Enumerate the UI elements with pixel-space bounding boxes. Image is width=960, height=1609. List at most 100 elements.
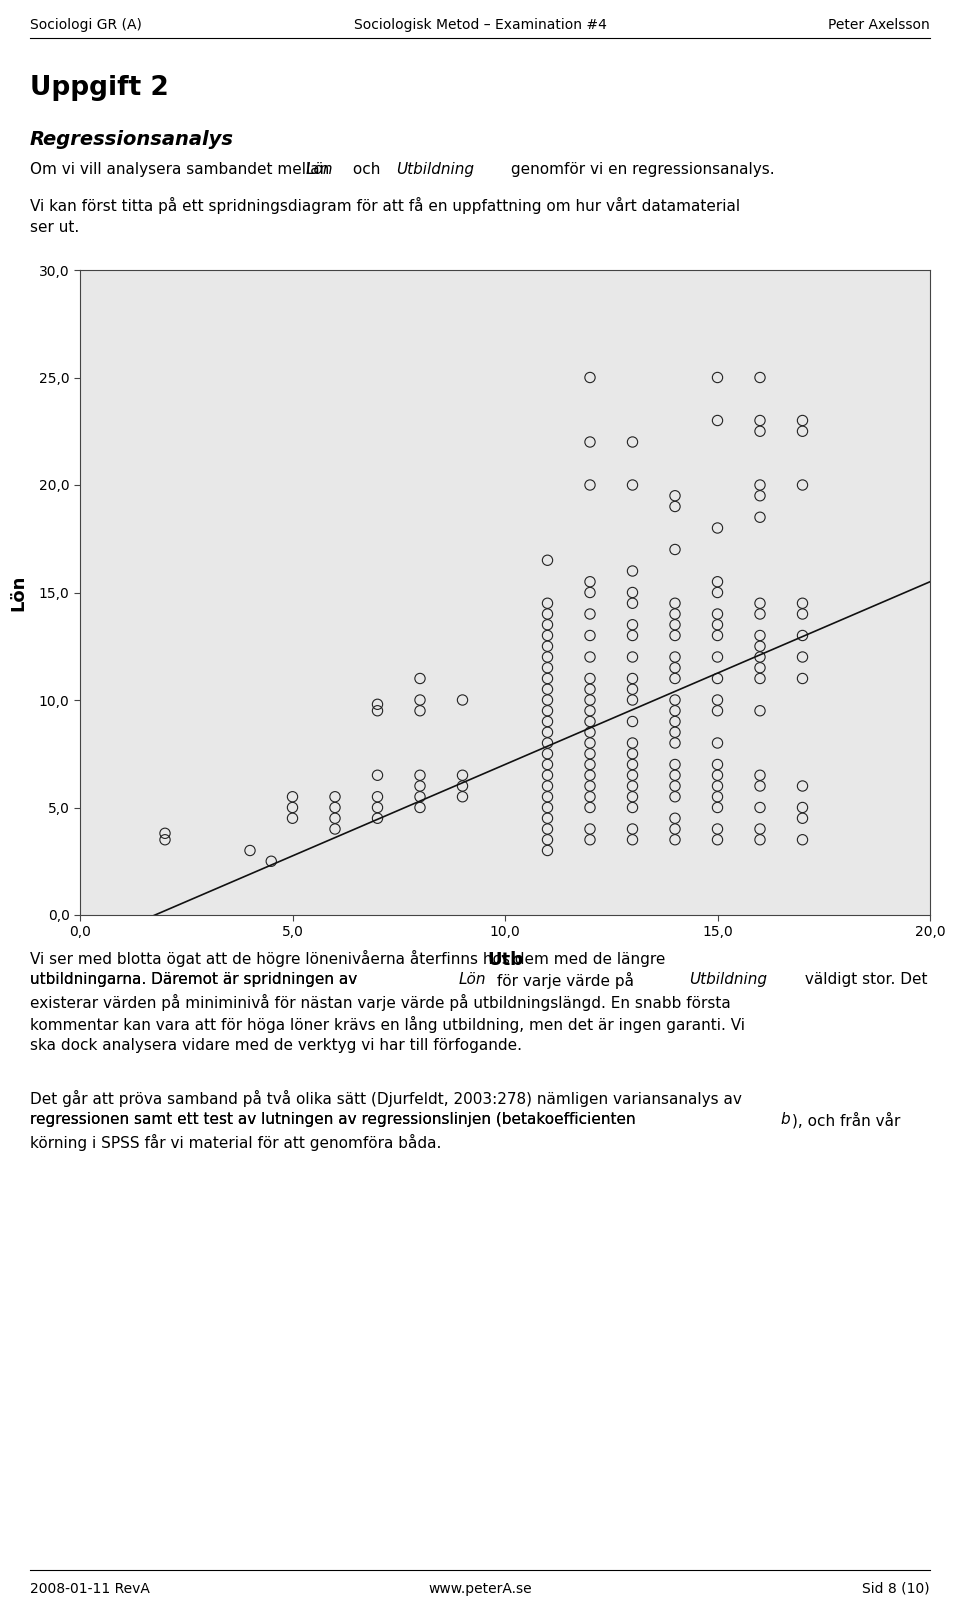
Point [625,676,640,702]
Point [540,763,555,788]
Point [667,698,683,724]
Point [753,774,768,800]
Text: genomför vi en regressionsanalys.: genomför vi en regressionsanalys. [506,163,775,177]
Point [709,774,725,800]
Point [540,838,555,864]
Text: Utbildning: Utbildning [689,972,767,986]
Point [583,763,598,788]
Point [583,365,598,391]
Point [157,821,173,846]
Point [795,795,810,821]
Text: utbildningarna. Däremot är spridningen av: utbildningarna. Däremot är spridningen a… [30,972,362,986]
Point [583,708,598,734]
Point [583,602,598,628]
Point [583,827,598,853]
Point [667,708,683,734]
Text: väldigt stor. Det: väldigt stor. Det [800,972,927,986]
Point [413,763,428,788]
Point [667,591,683,616]
Point [625,687,640,713]
Point [583,784,598,809]
Point [709,687,725,713]
Text: b: b [780,1112,790,1126]
Point [709,784,725,809]
Point [795,644,810,669]
Point [370,806,385,832]
Point [327,806,343,832]
Point [583,774,598,800]
Point [540,591,555,616]
Point [285,784,300,809]
Text: ska dock analysera vidare med de verktyg vi har till förfogande.: ska dock analysera vidare med de verktyg… [30,1038,522,1052]
Point [667,730,683,756]
Point [753,698,768,724]
Text: Regressionsanalys: Regressionsanalys [30,130,234,150]
Text: Sociologi GR (A): Sociologi GR (A) [30,18,142,32]
Point [242,838,257,864]
Point [583,471,598,497]
Point [667,719,683,745]
Point [285,806,300,832]
Point [709,730,725,756]
Point [625,558,640,584]
Point [625,740,640,766]
Point [625,708,640,734]
Point [583,570,598,595]
Point [667,784,683,809]
Text: Utbildning: Utbildning [396,163,474,177]
Point [795,602,810,628]
Point [583,816,598,842]
Point [709,611,725,637]
Point [327,816,343,842]
Point [540,676,555,702]
Point [667,611,683,637]
Point [583,430,598,455]
Point [625,430,640,455]
Point [667,483,683,508]
Point [540,547,555,573]
Point [753,634,768,660]
Point [540,623,555,648]
Point [753,407,768,433]
Text: utbildningarna. Däremot är spridningen av: utbildningarna. Däremot är spridningen a… [30,972,362,986]
Point [709,407,725,433]
Point [753,418,768,444]
Text: existerar värden på miniminivå för nästan varje värde på utbildningslängd. En sn: existerar värden på miniminivå för nästa… [30,994,731,1010]
Text: körning i SPSS får vi material för att genomföra båda.: körning i SPSS får vi material för att g… [30,1134,442,1150]
Point [413,774,428,800]
Point [795,774,810,800]
Point [540,816,555,842]
Point [753,655,768,681]
Point [625,623,640,648]
Point [667,751,683,777]
Point [753,504,768,529]
Point [625,751,640,777]
Point [667,827,683,853]
Point [709,751,725,777]
Point [667,687,683,713]
Point [795,471,810,497]
Point [455,763,470,788]
Point [413,698,428,724]
Point [540,806,555,832]
Text: för varje värde på: för varje värde på [492,972,638,990]
Text: www.peterA.se: www.peterA.se [428,1582,532,1596]
Point [455,784,470,809]
Point [327,784,343,809]
Point [157,827,173,853]
Point [625,827,640,853]
Point [540,774,555,800]
Point [709,644,725,669]
Point [540,611,555,637]
Text: Vi ser med blotta ögat att de högre lönenivåerna återfinns hos dem med de längre: Vi ser med blotta ögat att de högre löne… [30,949,665,967]
Point [625,784,640,809]
Text: kommentar kan vara att för höga löner krävs en lång utbildning, men det är ingen: kommentar kan vara att för höga löner kr… [30,1015,745,1033]
Text: Sociologisk Metod – Examination #4: Sociologisk Metod – Examination #4 [353,18,607,32]
Point [540,655,555,681]
Point [540,687,555,713]
Point [709,515,725,541]
Point [583,719,598,745]
Point [795,407,810,433]
Point [709,570,725,595]
Text: Peter Axelsson: Peter Axelsson [828,18,930,32]
